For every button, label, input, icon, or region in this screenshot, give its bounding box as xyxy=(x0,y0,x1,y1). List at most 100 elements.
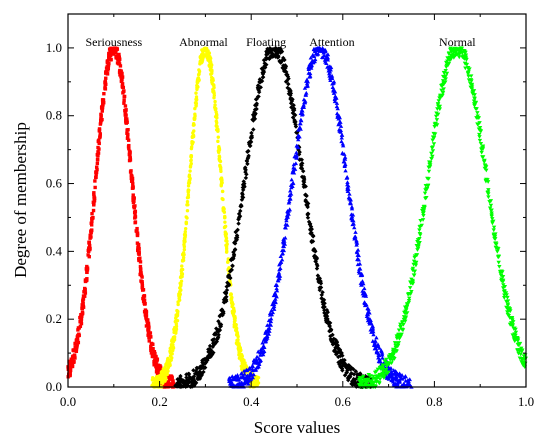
data-point xyxy=(477,138,483,143)
data-point xyxy=(347,191,352,196)
data-point xyxy=(97,127,102,131)
data-point xyxy=(349,214,355,219)
data-point xyxy=(280,251,285,256)
data-point xyxy=(483,165,488,170)
data-point xyxy=(489,214,494,219)
data-point xyxy=(380,352,385,357)
data-point xyxy=(211,77,215,81)
data-point xyxy=(293,161,299,166)
data-point xyxy=(489,208,494,213)
data-point xyxy=(131,182,135,186)
data-point xyxy=(354,239,359,244)
data-point xyxy=(392,357,397,361)
data-point xyxy=(350,212,356,217)
data-point xyxy=(496,255,502,259)
data-point xyxy=(291,103,296,108)
data-point xyxy=(320,290,325,295)
data-point xyxy=(187,178,192,182)
data-point xyxy=(138,260,143,264)
data-point xyxy=(276,278,281,283)
data-point xyxy=(511,320,516,324)
data-point xyxy=(118,72,122,76)
data-point xyxy=(305,215,311,220)
data-point xyxy=(466,70,471,75)
data-point xyxy=(274,294,279,299)
data-point xyxy=(295,144,300,149)
data-point xyxy=(422,191,428,196)
data-point xyxy=(394,375,399,380)
data-point xyxy=(96,151,101,155)
series-label-floating: Floating xyxy=(246,35,286,49)
data-point xyxy=(246,381,251,386)
data-point xyxy=(491,225,497,230)
data-point xyxy=(476,116,482,121)
data-point xyxy=(283,235,288,240)
data-point xyxy=(89,231,93,235)
data-point xyxy=(520,348,525,353)
data-point xyxy=(215,116,219,120)
data-point xyxy=(253,97,259,102)
data-point xyxy=(472,103,477,108)
data-point xyxy=(371,374,376,379)
data-point xyxy=(245,154,251,160)
data-point xyxy=(397,371,402,376)
data-point xyxy=(244,172,249,177)
data-point xyxy=(154,354,158,359)
data-point xyxy=(505,295,510,300)
data-point xyxy=(83,294,87,298)
data-point xyxy=(158,365,163,369)
data-point xyxy=(192,117,197,121)
data-point xyxy=(343,162,348,166)
data-point xyxy=(216,135,220,139)
data-point xyxy=(90,216,95,220)
data-point xyxy=(240,374,245,379)
data-point xyxy=(166,369,170,373)
data-point xyxy=(368,320,373,325)
x-tick-label: 0.8 xyxy=(426,394,442,409)
data-point xyxy=(216,139,220,144)
data-point xyxy=(406,380,411,385)
data-point xyxy=(136,242,141,247)
data-point xyxy=(260,75,266,80)
data-point xyxy=(383,368,389,372)
data-point xyxy=(446,51,452,56)
data-point xyxy=(340,368,345,373)
x-tick-label: 0.2 xyxy=(151,394,167,409)
data-point xyxy=(87,249,91,254)
data-point xyxy=(508,309,513,314)
data-point xyxy=(243,167,248,173)
data-point xyxy=(371,332,376,337)
data-point xyxy=(292,167,298,171)
data-point xyxy=(439,88,444,93)
data-point xyxy=(167,381,171,386)
data-point xyxy=(104,76,108,80)
data-point xyxy=(477,121,482,125)
data-point xyxy=(444,71,450,76)
data-point xyxy=(279,257,285,262)
data-point xyxy=(97,141,101,146)
data-point xyxy=(90,211,94,216)
data-point xyxy=(241,187,246,193)
data-point xyxy=(170,375,174,379)
data-point xyxy=(80,314,84,318)
data-point xyxy=(74,349,79,353)
data-point xyxy=(102,92,106,96)
data-point xyxy=(179,283,183,287)
data-point xyxy=(109,46,113,51)
data-point xyxy=(320,55,326,60)
data-point xyxy=(389,361,394,366)
data-point xyxy=(485,178,490,182)
data-point xyxy=(215,113,219,118)
data-point xyxy=(72,360,76,364)
data-point xyxy=(396,328,402,333)
data-point xyxy=(481,159,487,164)
data-point xyxy=(348,201,353,206)
data-point xyxy=(257,80,263,85)
data-point xyxy=(237,213,243,219)
data-point xyxy=(480,145,486,150)
data-point xyxy=(99,112,103,117)
data-point xyxy=(286,81,291,87)
data-point xyxy=(135,233,140,238)
data-point xyxy=(266,331,271,336)
